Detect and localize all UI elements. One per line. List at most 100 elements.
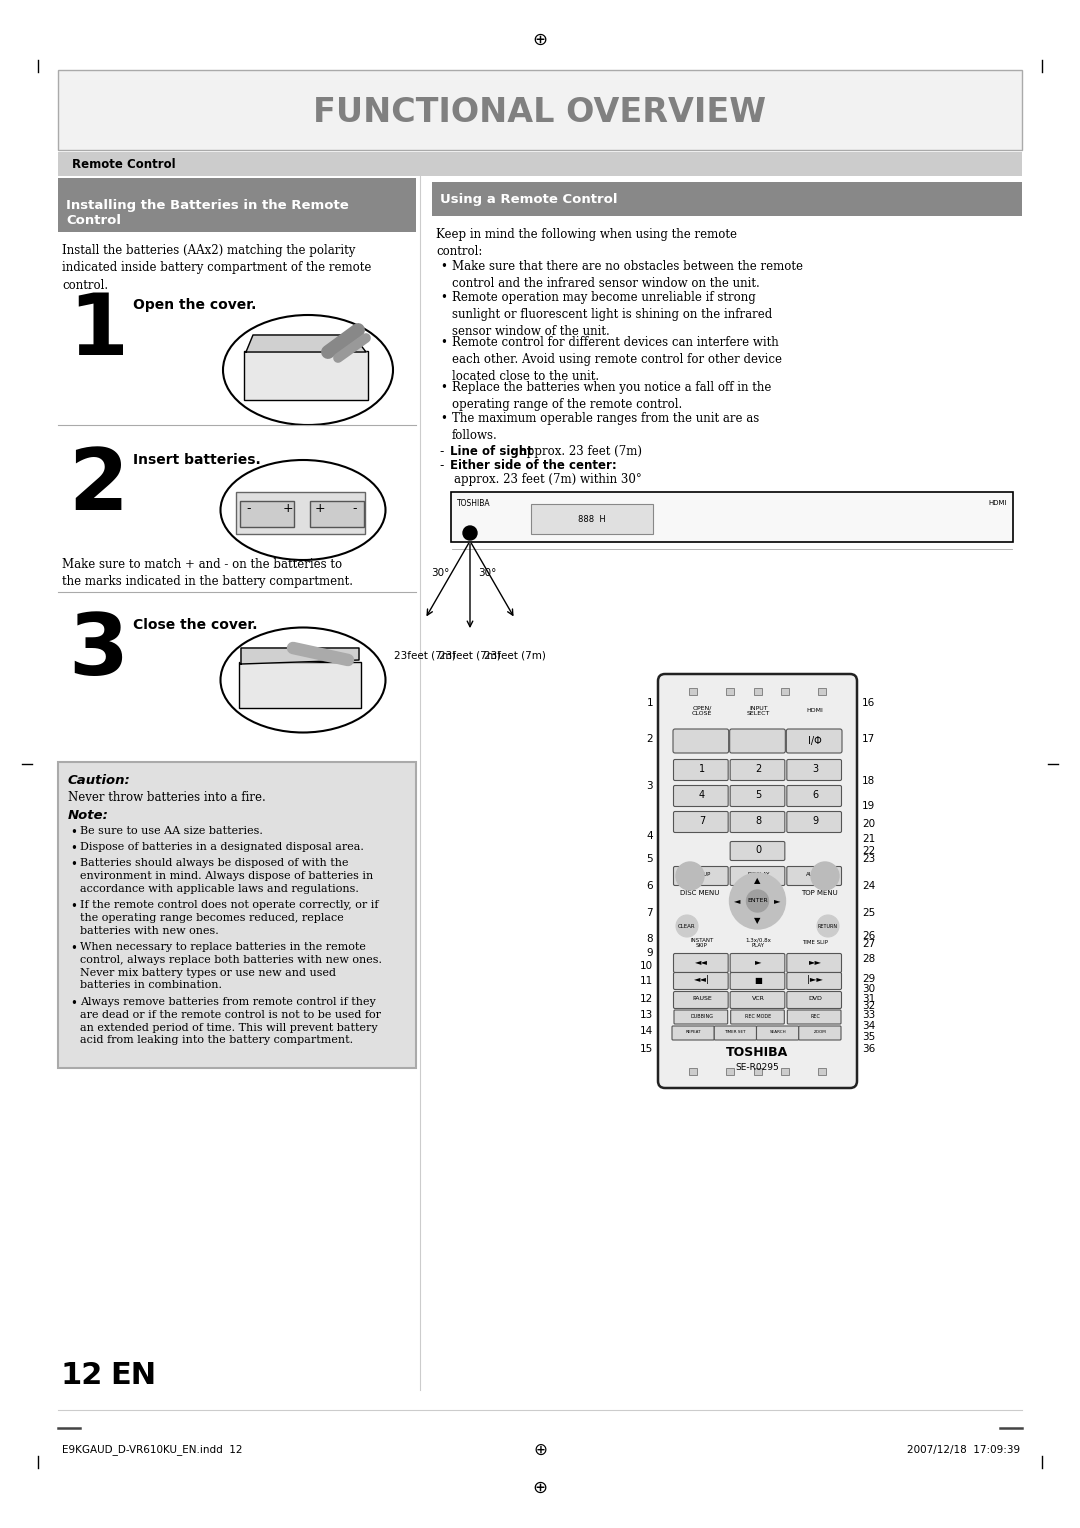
Text: Installing the Batteries in the Remote: Installing the Batteries in the Remote (66, 200, 349, 212)
Text: 21: 21 (862, 834, 875, 843)
Text: 4: 4 (699, 790, 705, 801)
Text: 32: 32 (862, 1001, 875, 1012)
Text: TOSHIBA: TOSHIBA (457, 498, 490, 507)
Text: 5: 5 (646, 854, 653, 863)
Text: 22: 22 (862, 847, 875, 856)
FancyBboxPatch shape (730, 972, 785, 990)
FancyBboxPatch shape (674, 811, 728, 833)
Text: 12: 12 (639, 995, 653, 1004)
Text: Remote operation may become unreliable if strong
sunlight or fluorescent light i: Remote operation may become unreliable i… (453, 290, 772, 338)
Text: -: - (353, 503, 357, 515)
Text: ⊕: ⊕ (532, 31, 548, 49)
Text: ZOOM: ZOOM (813, 1030, 826, 1034)
Text: 0: 0 (755, 845, 761, 856)
Text: Line of sight: Line of sight (450, 445, 532, 458)
FancyBboxPatch shape (674, 972, 728, 990)
Text: EN: EN (110, 1360, 157, 1389)
FancyBboxPatch shape (689, 688, 697, 695)
Text: ⊕: ⊕ (534, 1441, 546, 1459)
Text: Make sure that there are no obstacles between the remote
control and the infrare: Make sure that there are no obstacles be… (453, 260, 804, 290)
FancyBboxPatch shape (730, 811, 785, 833)
Text: 30°: 30° (478, 568, 497, 578)
Text: 33: 33 (862, 1010, 875, 1021)
Circle shape (811, 862, 839, 889)
FancyBboxPatch shape (787, 1010, 841, 1024)
Text: REC MODE: REC MODE (745, 1013, 771, 1019)
FancyBboxPatch shape (787, 866, 841, 886)
FancyBboxPatch shape (787, 992, 841, 1008)
Text: 4: 4 (646, 831, 653, 840)
Ellipse shape (222, 315, 393, 425)
Text: AUDIO: AUDIO (807, 872, 824, 877)
Text: 29: 29 (862, 973, 875, 984)
Text: HDMI: HDMI (988, 500, 1007, 506)
Text: TOSHIBA: TOSHIBA (727, 1047, 788, 1059)
Text: DVD: DVD (808, 996, 822, 1001)
Ellipse shape (220, 628, 386, 732)
Text: Keep in mind the following when using the remote
control:: Keep in mind the following when using th… (436, 228, 737, 258)
FancyBboxPatch shape (787, 972, 841, 990)
FancyBboxPatch shape (799, 1025, 841, 1041)
Text: ▲: ▲ (754, 877, 760, 886)
FancyBboxPatch shape (819, 1068, 826, 1076)
Text: SEARCH: SEARCH (769, 1030, 786, 1034)
FancyBboxPatch shape (730, 785, 785, 807)
Text: Install the batteries (AAx2) matching the polarity
indicated inside battery comp: Install the batteries (AAx2) matching th… (62, 244, 372, 292)
FancyBboxPatch shape (674, 953, 728, 972)
Text: Replace the batteries when you notice a fall off in the
operating range of the r: Replace the batteries when you notice a … (453, 380, 771, 411)
FancyBboxPatch shape (674, 785, 728, 807)
FancyBboxPatch shape (58, 762, 416, 1068)
Text: 1: 1 (68, 290, 127, 373)
Text: Close the cover.: Close the cover. (133, 617, 257, 633)
Text: 14: 14 (639, 1025, 653, 1036)
FancyBboxPatch shape (787, 759, 841, 781)
Circle shape (463, 526, 477, 539)
Text: PAUSE: PAUSE (692, 996, 712, 1001)
Text: ►: ► (774, 897, 781, 906)
Text: 5: 5 (755, 790, 761, 801)
FancyBboxPatch shape (819, 688, 826, 695)
Text: Note:: Note: (68, 808, 109, 822)
Text: •: • (70, 842, 77, 856)
Text: SETUP: SETUP (693, 872, 711, 877)
Text: •: • (70, 941, 77, 955)
Text: 19: 19 (862, 801, 875, 811)
Text: Dispose of batteries in a designated disposal area.: Dispose of batteries in a designated dis… (80, 842, 364, 853)
Text: 27: 27 (862, 940, 875, 949)
Text: DISPLAY: DISPLAY (747, 872, 770, 877)
FancyBboxPatch shape (240, 501, 294, 527)
Text: 24: 24 (862, 882, 875, 891)
Circle shape (729, 872, 785, 929)
Text: 8: 8 (646, 934, 653, 944)
FancyBboxPatch shape (787, 811, 841, 833)
FancyBboxPatch shape (731, 1010, 784, 1024)
FancyBboxPatch shape (714, 1025, 756, 1041)
Text: : approx. 23 feet (7m): : approx. 23 feet (7m) (512, 445, 642, 458)
Text: Always remove batteries from remote control if they
are dead or if the remote co: Always remove batteries from remote cont… (80, 996, 381, 1045)
Text: If the remote control does not operate correctly, or if
the operating range beco: If the remote control does not operate c… (80, 900, 378, 935)
Text: -: - (246, 503, 251, 515)
Text: |►►: |►► (807, 975, 823, 984)
Polygon shape (246, 335, 366, 351)
Text: •: • (70, 859, 77, 871)
Text: 23feet (7m): 23feet (7m) (440, 651, 501, 662)
Text: •: • (440, 380, 447, 394)
Text: Make sure to match + and - on the batteries to
the marks indicated in the batter: Make sure to match + and - on the batter… (62, 558, 353, 588)
Text: When necessary to replace batteries in the remote
control, always replace both b: When necessary to replace batteries in t… (80, 941, 382, 990)
FancyBboxPatch shape (310, 501, 364, 527)
Text: CLEAR: CLEAR (678, 923, 696, 929)
Text: 28: 28 (862, 953, 875, 964)
Text: 35: 35 (862, 1031, 875, 1042)
Text: Open the cover.: Open the cover. (133, 298, 256, 312)
Text: 12: 12 (60, 1360, 103, 1389)
Text: •: • (440, 336, 447, 348)
Text: 1.3x/0.8x
PLAY: 1.3x/0.8x PLAY (745, 938, 771, 949)
FancyBboxPatch shape (786, 729, 842, 753)
Text: REC: REC (810, 1013, 820, 1019)
FancyBboxPatch shape (58, 177, 416, 232)
Text: VCR: VCR (752, 996, 765, 1001)
Text: ◄◄|: ◄◄| (693, 975, 710, 984)
FancyBboxPatch shape (730, 759, 785, 781)
Circle shape (676, 862, 704, 889)
Text: 2: 2 (646, 733, 653, 744)
